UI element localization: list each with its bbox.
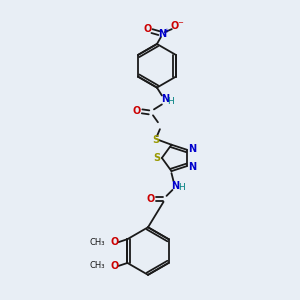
Text: O: O — [133, 106, 141, 116]
Text: +: + — [163, 28, 169, 34]
Text: N: N — [188, 144, 196, 154]
Text: O: O — [171, 21, 179, 31]
Text: CH₃: CH₃ — [89, 238, 105, 247]
Text: N: N — [158, 29, 166, 39]
Text: H: H — [167, 97, 174, 106]
Text: −: − — [177, 20, 183, 26]
Text: N: N — [161, 94, 169, 104]
Text: H: H — [178, 184, 185, 193]
Text: S: S — [153, 153, 161, 163]
Text: N: N — [171, 181, 179, 191]
Text: S: S — [152, 135, 160, 145]
Text: O: O — [146, 194, 155, 204]
Text: CH₃: CH₃ — [89, 261, 105, 270]
Text: O: O — [144, 24, 152, 34]
Text: O: O — [110, 261, 119, 271]
Text: O: O — [110, 237, 119, 247]
Text: N: N — [188, 162, 196, 172]
